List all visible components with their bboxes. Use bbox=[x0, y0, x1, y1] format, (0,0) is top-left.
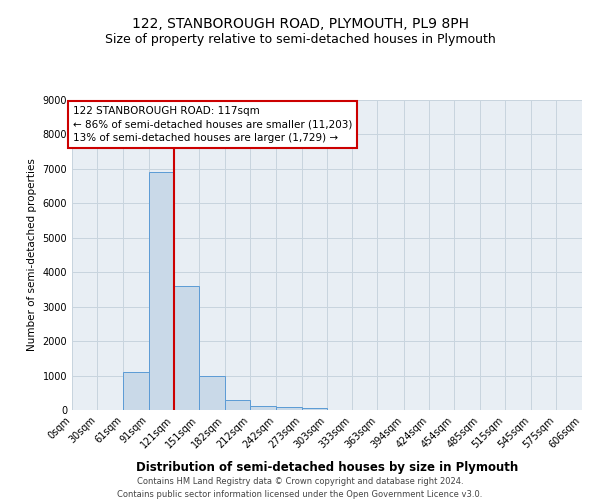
Text: Contains HM Land Registry data © Crown copyright and database right 2024.: Contains HM Land Registry data © Crown c… bbox=[137, 478, 463, 486]
Bar bbox=[149, 172, 174, 410]
Bar bbox=[124, 372, 149, 410]
Y-axis label: Number of semi-detached properties: Number of semi-detached properties bbox=[27, 158, 37, 352]
X-axis label: Distribution of semi-detached houses by size in Plymouth: Distribution of semi-detached houses by … bbox=[136, 461, 518, 474]
Text: 122, STANBOROUGH ROAD, PLYMOUTH, PL9 8PH: 122, STANBOROUGH ROAD, PLYMOUTH, PL9 8PH bbox=[131, 18, 469, 32]
Bar bbox=[174, 286, 199, 410]
Bar bbox=[250, 406, 275, 410]
Text: 122 STANBOROUGH ROAD: 117sqm
← 86% of semi-detached houses are smaller (11,203)
: 122 STANBOROUGH ROAD: 117sqm ← 86% of se… bbox=[73, 106, 352, 142]
Bar bbox=[225, 400, 250, 410]
Bar bbox=[302, 408, 327, 410]
Text: Size of property relative to semi-detached houses in Plymouth: Size of property relative to semi-detach… bbox=[104, 32, 496, 46]
Text: Contains public sector information licensed under the Open Government Licence v3: Contains public sector information licen… bbox=[118, 490, 482, 499]
Bar bbox=[275, 407, 302, 410]
Bar bbox=[199, 376, 225, 410]
